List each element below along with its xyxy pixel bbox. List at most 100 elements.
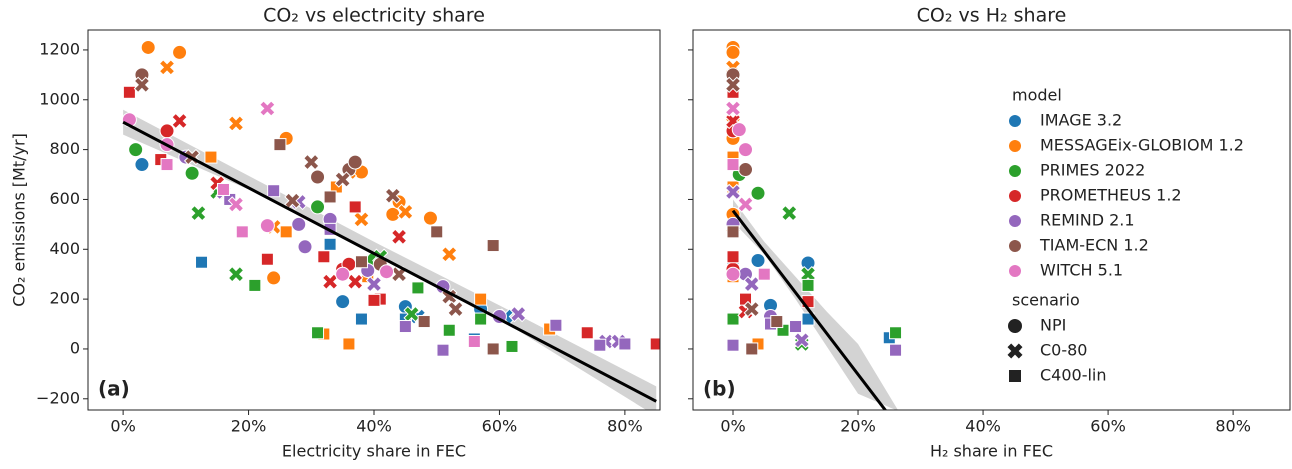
- point: [441, 246, 458, 263]
- legend-label: C400-lin: [1040, 366, 1107, 385]
- point: [128, 142, 144, 158]
- point: [291, 216, 307, 232]
- legend-title: scenario: [1012, 291, 1080, 310]
- legend-swatch: [1009, 165, 1021, 177]
- point: [310, 169, 326, 185]
- point: [204, 150, 218, 164]
- point: [770, 315, 784, 329]
- point: [724, 100, 742, 117]
- point: [731, 122, 747, 138]
- point: [390, 265, 408, 283]
- point: [422, 210, 438, 226]
- y-tick-label: 1200: [39, 39, 80, 58]
- point: [385, 206, 401, 222]
- point: [726, 250, 740, 264]
- x-tick-label: 20%: [231, 417, 267, 436]
- point: [184, 165, 200, 181]
- point: [467, 334, 481, 348]
- x-axis-label: H₂ share in FEC: [930, 442, 1053, 461]
- point: [266, 270, 282, 286]
- point: [216, 182, 230, 196]
- point: [267, 184, 281, 198]
- y-axis-label: CO₂ emissions [Mt/yr]: [10, 133, 29, 307]
- y-tick-label: 600: [49, 189, 80, 208]
- y-tick-label: 0: [70, 338, 80, 357]
- point: [726, 338, 740, 352]
- point: [140, 39, 156, 55]
- point: [158, 59, 176, 76]
- point: [725, 266, 741, 282]
- y-tick-label: 400: [49, 239, 80, 258]
- point: [889, 343, 903, 357]
- point: [321, 273, 339, 290]
- confidence-band: [733, 199, 898, 410]
- point: [726, 225, 740, 239]
- point: [738, 142, 754, 158]
- point: [227, 265, 245, 283]
- point: [649, 337, 660, 351]
- point: [259, 218, 275, 234]
- point: [317, 250, 331, 264]
- legend-swatch: [1009, 265, 1021, 277]
- point: [248, 278, 262, 292]
- point: [335, 266, 351, 282]
- point: [486, 342, 500, 356]
- fit-line: [731, 209, 888, 410]
- point: [122, 85, 136, 99]
- plot-area: [724, 39, 903, 410]
- point: [390, 228, 408, 246]
- legend-swatch: [1009, 215, 1021, 227]
- point: [505, 339, 519, 353]
- point: [297, 239, 313, 255]
- legend-marker: [1008, 319, 1022, 333]
- point: [323, 190, 337, 204]
- point: [474, 292, 488, 306]
- legend-label: PROMETHEUS 1.2: [1040, 186, 1182, 205]
- point: [159, 123, 175, 139]
- point: [403, 305, 420, 323]
- point: [172, 44, 188, 60]
- point: [273, 138, 287, 152]
- point: [593, 338, 607, 352]
- point: [260, 252, 274, 266]
- point: [347, 154, 363, 170]
- point: [447, 300, 464, 318]
- legend-swatch: [1009, 240, 1021, 252]
- point: [284, 192, 301, 209]
- legend-label: NPI: [1040, 316, 1066, 335]
- point: [580, 326, 594, 340]
- point: [227, 115, 245, 132]
- point: [335, 294, 351, 310]
- point: [134, 157, 150, 173]
- point: [726, 312, 740, 326]
- point: [430, 225, 444, 239]
- axes-frame: [692, 29, 1291, 411]
- legend-label: TIAM-ECN 1.2: [1039, 236, 1149, 255]
- point: [348, 200, 362, 214]
- point: [737, 196, 754, 213]
- point: [510, 305, 527, 323]
- x-tick-label: 0%: [720, 417, 745, 436]
- point: [724, 76, 742, 94]
- x-tick-label: 60%: [482, 417, 518, 436]
- point: [334, 171, 351, 188]
- point: [726, 158, 740, 172]
- panel-label: (b): [703, 377, 736, 401]
- point: [384, 187, 402, 204]
- point: [133, 76, 151, 94]
- confidence-band: [123, 109, 657, 410]
- point: [303, 153, 320, 171]
- legend-label: REMIND 2.1: [1040, 211, 1135, 230]
- legend-label: MESSAGEix-GLOBIOM 1.2: [1040, 136, 1244, 155]
- y-tick-label: 800: [49, 139, 80, 158]
- point: [743, 300, 760, 318]
- point: [474, 312, 488, 326]
- point: [259, 100, 276, 117]
- legend-marker: [1009, 370, 1021, 382]
- point: [171, 112, 188, 130]
- point: [757, 267, 771, 281]
- legend-label: PRIMES 2022: [1040, 161, 1145, 180]
- y-tick-label: 200: [49, 289, 80, 308]
- point: [346, 273, 364, 290]
- point: [549, 318, 563, 332]
